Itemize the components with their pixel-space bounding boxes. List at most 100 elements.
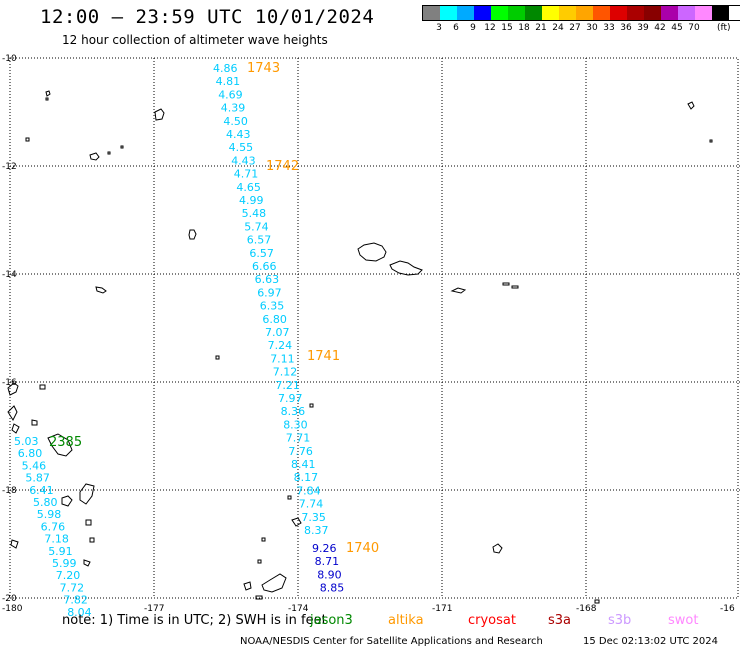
note-row: note: 1) Time is in UTC; 2) SWH is in fe… — [62, 613, 740, 631]
legend-swatch — [491, 6, 508, 20]
legend-label: 12 — [484, 23, 496, 33]
legend-unit: (ft) — [717, 23, 731, 33]
wave-height-value: 7.97 — [278, 392, 303, 405]
island-tonga-vavau — [243, 537, 287, 600]
legend-label: 9 — [470, 23, 476, 33]
wave-height-value: 6.35 — [260, 300, 285, 313]
legend-label: 15 — [501, 23, 513, 33]
legend-label: 21 — [535, 23, 547, 33]
wave-height-value: 6.41 — [29, 484, 54, 497]
wave-height-value: 4.55 — [229, 141, 254, 154]
wave-height-value: 4.43 — [231, 154, 256, 167]
legend-swatch — [644, 6, 661, 20]
legend-swatch — [576, 6, 593, 20]
legend-swatch — [593, 6, 610, 20]
wave-height-value: 8.41 — [291, 458, 316, 471]
color-legend: (ft) 3 6 9 12 15 18 21 24 27 30 33 36 39 42 45 70 — [422, 5, 740, 35]
wave-height-value: 4.39 — [221, 102, 246, 115]
legend-swatch — [627, 6, 644, 20]
legend-swatch — [712, 6, 729, 20]
wave-height-value: 5.03 — [14, 435, 39, 448]
map-grid — [9, 57, 740, 599]
lon-tick-label: -174 — [288, 604, 309, 614]
wave-height-value: 6.80 — [18, 447, 43, 460]
wave-height-value: 8.85 — [320, 582, 345, 595]
wave-height-value: 8.30 — [283, 418, 308, 431]
wave-height-value: 4.43 — [226, 128, 251, 141]
wave-height-value: 6.76 — [41, 520, 66, 533]
wave-height-value: 7.18 — [44, 533, 69, 546]
pass-id-labels: 1743 1742 1741 1740 2385 — [49, 61, 379, 556]
legend-swatch — [508, 6, 525, 20]
island-niuatoputapu — [95, 286, 107, 294]
island-fiji-lau — [31, 384, 73, 457]
wave-height-value: 8.17 — [294, 471, 319, 484]
wave-height-value: 7.21 — [275, 379, 300, 392]
wave-height-value: 7.72 — [60, 581, 85, 594]
legend-label: 3 — [436, 23, 442, 33]
lat-tick-label: -20 — [2, 594, 17, 604]
island-tutuila-small — [450, 282, 519, 294]
pass-id-label: 1742 — [266, 159, 299, 174]
note-text: note: 1) Time is in UTC; 2) SWH is in fe… — [62, 613, 327, 628]
wave-height-value: 6.57 — [249, 247, 274, 260]
wave-height-value: 5.48 — [242, 207, 267, 220]
pass-id-label: 1741 — [307, 349, 340, 364]
lat-tick-label: -12 — [2, 162, 17, 172]
wave-height-value: 7.12 — [273, 366, 298, 379]
island-outlines — [7, 90, 713, 604]
wave-height-value: 6.57 — [247, 234, 271, 247]
legend-swatch — [423, 6, 440, 20]
wave-height-labels: 4.864.814.694.394.504.434.554.434.714.65… — [14, 62, 344, 619]
legend-swatch — [542, 6, 559, 20]
island-fiji-south — [10, 483, 95, 567]
island-wallis — [188, 229, 197, 240]
wave-height-value: 7.35 — [301, 511, 326, 524]
wave-height-value: 8.04 — [67, 606, 92, 619]
legend-swatch — [474, 6, 491, 20]
island-futuna — [154, 108, 165, 121]
wave-height-value: 8.36 — [281, 405, 306, 418]
satellite-jason3: jason3 — [310, 613, 353, 628]
wave-height-value: 6.97 — [257, 286, 282, 299]
satellite-s3b: s3b — [608, 613, 632, 628]
lon-tick-label: -16 — [720, 604, 735, 614]
wave-height-value: 5.99 — [52, 557, 77, 570]
wave-height-value: 6.66 — [252, 260, 277, 273]
island-niue — [492, 543, 503, 554]
legend-label: 70 — [688, 23, 700, 33]
wave-height-value: 7.20 — [56, 569, 81, 582]
wave-height-value: 4.71 — [234, 168, 258, 181]
lon-tick-label: -177 — [144, 604, 164, 614]
legend-swatch — [661, 6, 678, 20]
legend-label: 36 — [620, 23, 632, 33]
legend-swatch — [695, 6, 712, 20]
wave-height-value: 4.65 — [236, 181, 261, 194]
island-samoa-east — [389, 260, 423, 276]
wave-height-value: 5.98 — [37, 508, 62, 521]
legend-label: 42 — [654, 23, 666, 33]
map-frame — [9, 57, 739, 599]
page-subtitle: 12 hour collection of altimeter wave hei… — [62, 33, 328, 47]
wave-height-value: 7.76 — [288, 445, 313, 458]
legend-label: 39 — [637, 23, 649, 33]
wave-height-value: 6.63 — [255, 273, 280, 286]
wave-height-value: 4.50 — [223, 115, 248, 128]
wave-height-value: 9.26 — [312, 542, 337, 555]
legend-swatch — [525, 6, 542, 20]
satellite-s3a: s3a — [548, 613, 572, 628]
lat-tick-label: -16 — [2, 378, 17, 388]
legend-label: 45 — [671, 23, 683, 33]
legend-label: 6 — [453, 23, 459, 33]
wave-height-value: 7.84 — [296, 484, 321, 497]
wave-height-value: 7.71 — [286, 432, 311, 445]
island-tonga-north — [287, 403, 314, 527]
legend-label: 33 — [603, 23, 615, 33]
credit-line: NOAA/NESDIS Center for Satellite Applica… — [240, 636, 543, 647]
wave-height-value: 4.69 — [218, 88, 243, 101]
island-swains — [687, 101, 713, 143]
legend-label: 18 — [518, 23, 530, 33]
island-south-small — [594, 599, 600, 604]
legend-label: 30 — [586, 23, 598, 33]
